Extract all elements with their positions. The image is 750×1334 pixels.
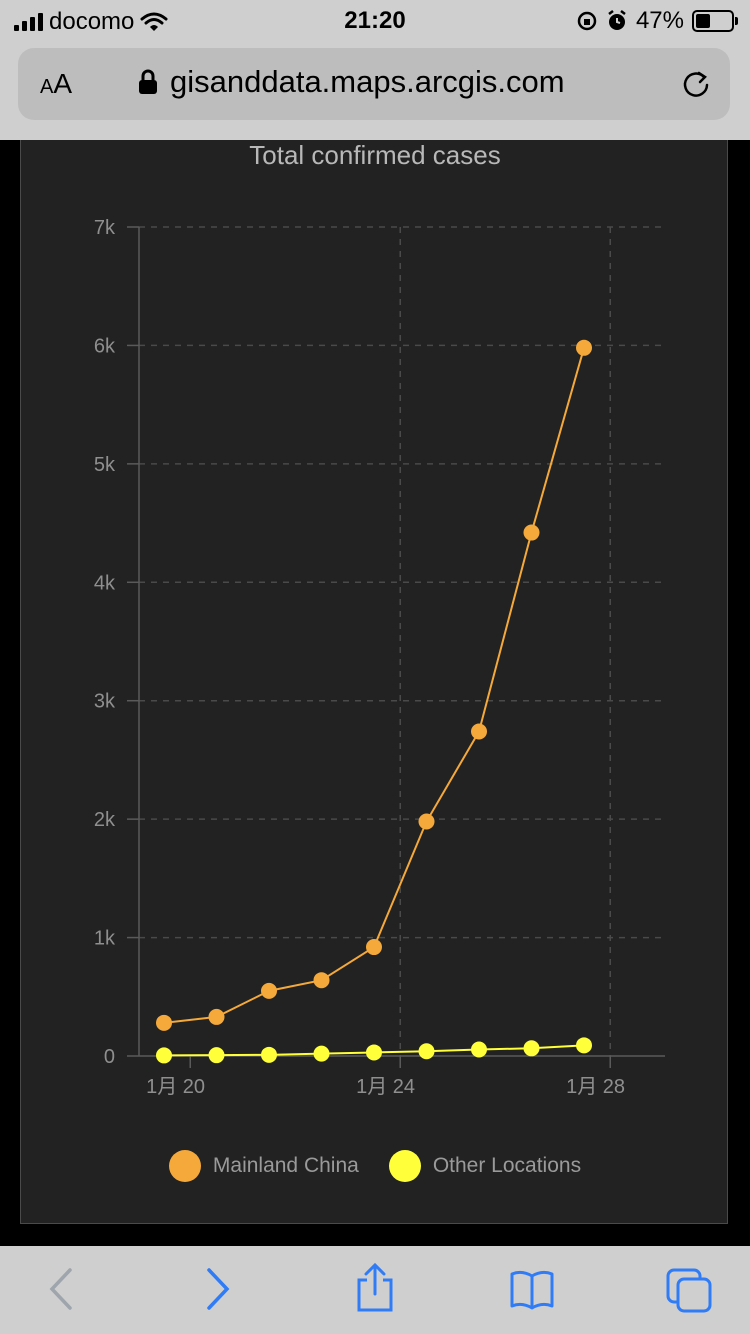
chart-panel: Total confirmed cases 0 1k 2k 3k 4k 5k 6k 7k 1月 … [20, 140, 728, 1224]
data-point-other-locations [523, 1040, 540, 1057]
x-tick-label: 1月 24 [356, 1076, 415, 1098]
rotation-lock-icon [577, 11, 597, 31]
data-point-other-locations [156, 1047, 172, 1064]
alarm-icon [608, 10, 626, 30]
address-bar[interactable]: AA gisanddata.maps.arcgis.com [18, 48, 730, 120]
carrier-label: docomo [49, 8, 135, 35]
data-point-mainland-china [366, 939, 382, 956]
clock: 21:20 [344, 7, 406, 34]
data-point-mainland-china [576, 339, 592, 356]
bookmarks-icon[interactable] [508, 1268, 556, 1310]
data-point-mainland-china [261, 982, 277, 999]
legend-marker-mainland-china [168, 1150, 201, 1182]
legend: Mainland China Other Locations [21, 1150, 729, 1182]
browser-toolbar [0, 1246, 750, 1334]
tabs-icon[interactable] [664, 1266, 714, 1314]
y-tick-label: 4k [94, 572, 116, 594]
data-point-other-locations [576, 1037, 592, 1054]
legend-item-mainland-china[interactable]: Mainland China [168, 1150, 359, 1182]
data-point-other-locations [471, 1041, 487, 1058]
data-point-mainland-china [313, 972, 330, 989]
legend-marker-other-locations [388, 1150, 421, 1182]
x-tick-label: 1月 28 [566, 1076, 625, 1098]
y-tick-label: 0 [104, 1046, 115, 1068]
y-tick-label: 3k [94, 691, 116, 713]
text-size-button[interactable]: AA [40, 68, 73, 99]
reload-icon[interactable] [680, 68, 712, 100]
y-tick-label: 5k [94, 454, 116, 476]
line-chart: 0 1k 2k 3k 4k 5k 6k 7k 1月 20 1月 24 1月 28 [94, 217, 665, 1098]
back-icon[interactable] [46, 1266, 76, 1312]
signal-icon [14, 13, 43, 31]
legend-label-other-locations: Other Locations [432, 1154, 582, 1177]
status-bar: docomo 21:20 47% [0, 0, 750, 40]
data-point-mainland-china [156, 1014, 172, 1031]
y-tick-label: 1k [94, 928, 116, 950]
x-tick-label: 1月 20 [146, 1076, 205, 1098]
y-tick-label: 7k [94, 217, 116, 239]
legend-label-mainland-china: Mainland China [212, 1154, 359, 1177]
y-tick-label: 2k [94, 809, 116, 831]
y-tick-label: 6k [94, 335, 116, 357]
data-point-mainland-china [418, 813, 435, 830]
data-point-other-locations [261, 1046, 277, 1063]
data-point-other-locations [366, 1044, 382, 1061]
lock-icon [139, 69, 157, 94]
data-point-mainland-china [208, 1008, 225, 1025]
data-point-other-locations [208, 1047, 225, 1064]
data-point-other-locations [418, 1043, 435, 1060]
battery-percent: 47% [635, 7, 684, 34]
series-line-mainland-china [163, 347, 585, 1024]
battery-icon [692, 10, 738, 32]
data-point-mainland-china [471, 723, 487, 740]
forward-icon[interactable] [203, 1266, 233, 1312]
chart-title: Total confirmed cases [249, 140, 501, 170]
url-text: gisanddata.maps.arcgis.com [170, 64, 565, 99]
data-point-mainland-china [523, 524, 540, 541]
legend-item-other-locations[interactable]: Other Locations [388, 1150, 582, 1182]
browser-bar: AA gisanddata.maps.arcgis.com [0, 40, 750, 140]
wifi-icon [140, 12, 168, 31]
share-icon[interactable] [354, 1262, 396, 1314]
data-point-other-locations [313, 1045, 330, 1062]
carrier: docomo [14, 8, 168, 36]
